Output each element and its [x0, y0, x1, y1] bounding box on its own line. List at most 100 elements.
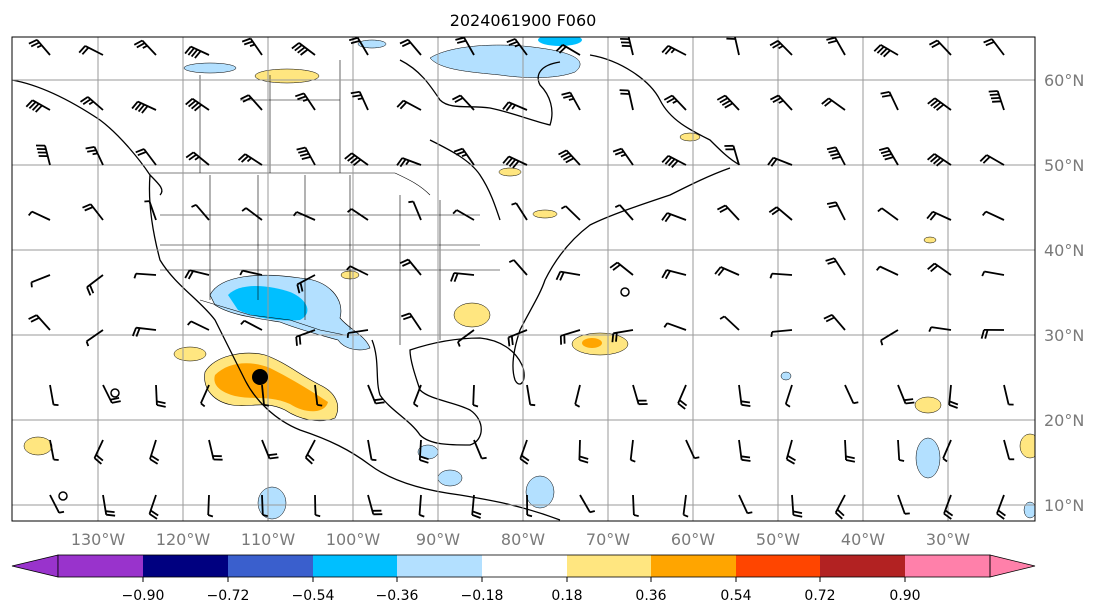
map-area	[11, 36, 1036, 522]
colorbar-segment	[567, 555, 651, 577]
colorbar-label: 0.54	[720, 588, 751, 604]
wind-barb	[93, 439, 104, 465]
lat-tick-label: 50°N	[1044, 156, 1084, 175]
colorbar-label: −0.18	[461, 588, 504, 604]
wind-barb	[399, 258, 422, 276]
lat-tick-label: 60°N	[1044, 71, 1084, 90]
wind-barb	[980, 329, 1005, 339]
wind-barb	[826, 146, 846, 166]
wind-barb	[716, 204, 740, 221]
wind-barb	[1003, 439, 1015, 461]
wind-barb	[926, 210, 952, 221]
wind-barb	[661, 269, 687, 280]
wind-barb	[314, 494, 321, 518]
wind-barb	[785, 439, 796, 465]
positive-anomaly-patch	[453, 302, 491, 328]
wind-barb	[292, 211, 316, 221]
wind-barb	[82, 203, 104, 221]
negative-anomaly-patch	[183, 62, 237, 74]
wind-barbs	[25, 37, 1015, 520]
wind-barb	[526, 384, 536, 407]
positive-anomaly-patch	[1019, 433, 1035, 459]
wind-barb	[149, 439, 160, 465]
wind-barb	[769, 272, 793, 279]
wind-barb	[1003, 384, 1014, 406]
wind-barb	[396, 157, 422, 168]
colorbar-label: 0.72	[804, 588, 835, 604]
wind-barb	[876, 265, 899, 276]
wind-barb	[578, 439, 589, 464]
lon-tick-label: 60°W	[671, 530, 715, 549]
wind-barb	[261, 384, 270, 407]
wind-barb	[506, 38, 528, 56]
calm-wind-marker	[58, 491, 68, 501]
lon-tick-label: 110°W	[241, 530, 296, 549]
calm-wind-marker	[620, 287, 630, 297]
wind-barb	[155, 384, 166, 408]
wind-barb	[738, 439, 751, 462]
wind-barb	[508, 259, 528, 276]
wind-barb	[502, 101, 528, 112]
wind-barb	[237, 153, 263, 166]
wind-barb	[559, 329, 581, 345]
wind-barb	[784, 384, 793, 408]
wind-barb	[928, 326, 952, 332]
political-borders	[150, 60, 500, 345]
wind-barb	[927, 262, 952, 276]
wind-barb	[661, 212, 687, 223]
positive-anomaly-patch	[582, 338, 602, 348]
wind-barb	[927, 153, 952, 167]
wind-barb	[240, 94, 263, 111]
lon-tick-label: 70°W	[586, 530, 630, 549]
wind-barb	[614, 204, 634, 221]
colorbar-segment	[228, 555, 313, 577]
wind-barb	[367, 494, 383, 516]
lon-tick-label: 120°W	[156, 530, 211, 549]
wind-barb	[49, 439, 59, 461]
wind-barb	[25, 99, 51, 113]
colorbar-segment	[482, 555, 567, 577]
wind-barb	[187, 320, 210, 331]
calm-wind-marker	[110, 388, 120, 398]
wind-barb	[450, 272, 475, 283]
negative-anomaly-patch	[538, 37, 582, 46]
wind-barb	[148, 494, 159, 520]
wind-barb	[878, 146, 899, 166]
wind-barb	[239, 269, 263, 276]
colorbar-label: 0.18	[551, 588, 582, 604]
wind-barb	[719, 315, 740, 331]
wind-barb	[767, 156, 793, 167]
wind-barb	[620, 37, 634, 56]
wind-barb	[240, 319, 263, 331]
colorbar-label: 0.36	[635, 588, 666, 604]
wind-barb	[558, 149, 581, 166]
wind-barb	[663, 94, 687, 111]
wind-barb	[769, 94, 793, 111]
wind-barb	[35, 144, 51, 166]
wind-barb	[418, 439, 429, 464]
wind-barb	[367, 384, 385, 405]
colorbar-segment	[58, 555, 143, 577]
wind-barb	[519, 439, 530, 465]
wind-barb	[207, 494, 214, 518]
wind-barb	[619, 89, 634, 111]
negative-anomaly-patch	[780, 371, 792, 381]
wind-barb	[579, 494, 596, 514]
wind-barb	[348, 37, 369, 56]
wind-barb	[367, 439, 377, 461]
wind-barb	[453, 147, 475, 166]
wind-barb	[200, 384, 210, 408]
wind-barb	[28, 38, 51, 56]
wind-barb	[738, 384, 751, 407]
colorbar-segment	[313, 555, 397, 577]
positive-anomaly-patch	[498, 167, 522, 177]
wind-barb	[261, 494, 268, 517]
lon-tick-label: 100°W	[326, 530, 381, 549]
wind-barb	[826, 201, 846, 221]
wind-barb	[28, 314, 51, 331]
wind-barb	[79, 96, 104, 111]
wind-barb	[927, 97, 952, 111]
negative-anomaly-patch	[357, 39, 387, 49]
negative-anomaly-patch	[257, 486, 287, 520]
